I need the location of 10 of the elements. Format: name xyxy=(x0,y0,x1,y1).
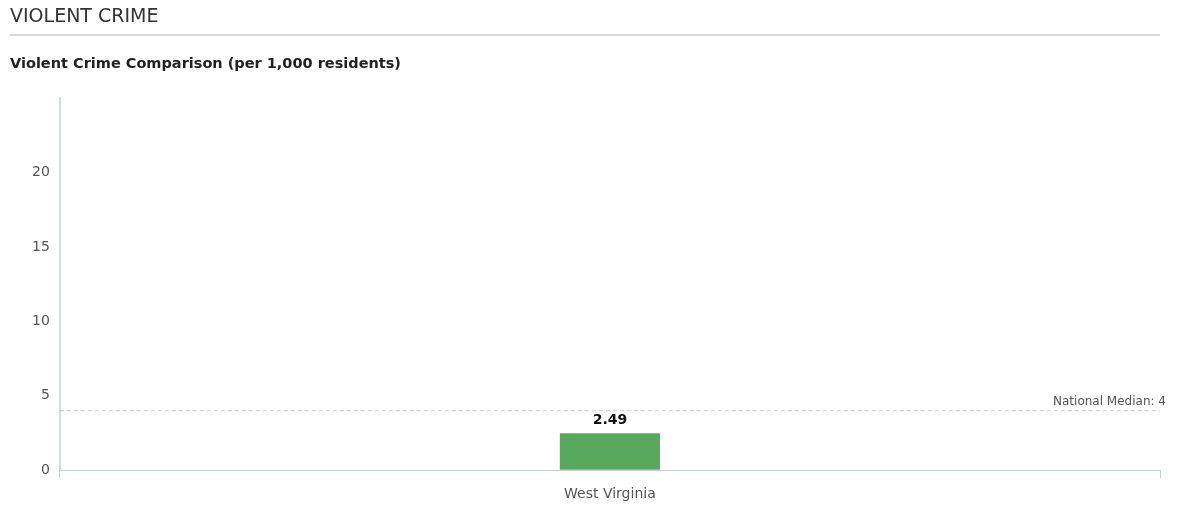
x-tick-label: West Virginia xyxy=(564,485,656,502)
data-label: 2.49 xyxy=(592,410,628,427)
y-tick-label: 5 xyxy=(40,386,50,403)
ref-line-label: National Median: 4 xyxy=(1053,393,1166,408)
y-tick-label: 20 xyxy=(31,163,50,180)
y-tick-label: 10 xyxy=(31,312,50,329)
y-tick-label: 0 xyxy=(40,460,50,477)
y-tick-label: 15 xyxy=(31,237,50,254)
chart-title: VIOLENT CRIME xyxy=(10,4,159,26)
chart-subtitle: Violent Crime Comparison (per 1,000 residents) xyxy=(10,55,401,71)
